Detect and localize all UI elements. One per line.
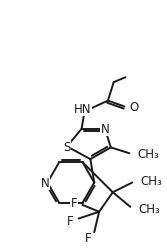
- Text: F: F: [71, 197, 78, 209]
- Text: CH₃: CH₃: [140, 174, 162, 187]
- Text: N: N: [101, 123, 109, 136]
- Text: N: N: [41, 176, 50, 189]
- Text: CH₃: CH₃: [138, 202, 160, 215]
- Text: F: F: [85, 231, 91, 243]
- Text: O: O: [129, 100, 139, 114]
- Text: S: S: [63, 140, 71, 153]
- Text: CH₃: CH₃: [137, 147, 159, 160]
- Text: HN: HN: [74, 102, 91, 116]
- Text: F: F: [67, 214, 74, 227]
